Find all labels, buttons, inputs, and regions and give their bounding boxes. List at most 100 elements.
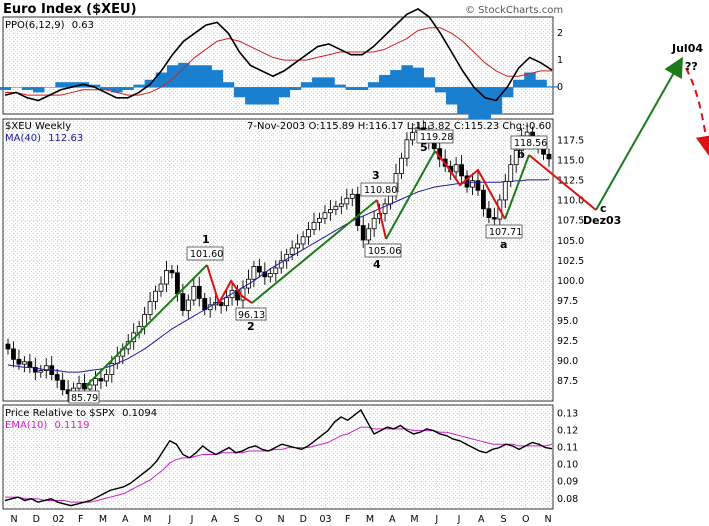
ppo-tick-label: 0 [557, 82, 563, 93]
price-bar-body [328, 209, 333, 214]
price-tick-label: 107.5 [557, 216, 584, 227]
ppo-label: PPO(6,12,9) 0.63 [5, 20, 94, 31]
relative-tick-label: 0.12 [557, 426, 578, 437]
axis-ticks: 2 1 0 117.5 115.0 112.5 110.0 107.5 105.0 102.5 10… [557, 28, 584, 505]
price-symbol-label: $XEU Weekly [5, 121, 71, 132]
month-label: A [389, 514, 396, 525]
price-bar-body [251, 266, 257, 280]
month-label: A [478, 514, 485, 525]
callout-101-60-text: 101.60 [190, 249, 223, 260]
callouts: 101.60 96.13 110.80 105.06 119.28 107.71… [68, 129, 548, 404]
ppo-histogram-bar [278, 87, 291, 98]
price-bar-body [93, 378, 98, 386]
price-tick-label: 102.5 [557, 256, 584, 267]
price-tick-label: 105.0 [557, 236, 584, 247]
ppo-histogram-bar [446, 87, 458, 105]
price-bar-body [481, 189, 486, 210]
callout-119-28: 119.28 [416, 129, 454, 144]
price-bar-body [191, 286, 197, 301]
wave-label-5: 5 [420, 141, 428, 154]
month-label: M [366, 514, 374, 525]
ppo-histogram-bar [423, 77, 436, 88]
callout-96-13-text: 96.13 [238, 310, 265, 321]
price-bar-body [256, 266, 262, 273]
price-bar-body [43, 365, 49, 371]
price-tick-label: 115.0 [557, 156, 584, 167]
price-bar-body [196, 286, 202, 299]
month-label: D [33, 514, 40, 525]
relative-panel [2, 404, 554, 510]
price-bar-body [349, 193, 355, 199]
month-label: D [300, 514, 307, 525]
ppo-histogram-bar [122, 87, 134, 90]
callout-118-56-text: 118.56 [514, 138, 547, 149]
price-bar-body [399, 157, 404, 174]
ppo-tick-label: 2 [557, 28, 563, 39]
price-bar-body [404, 139, 410, 159]
callout-107-71-text: 107.71 [489, 227, 522, 238]
ppo-histogram-bar [32, 87, 45, 93]
month-label: J [167, 514, 171, 525]
price-bar-body [169, 270, 175, 274]
ppo-histogram-bar [401, 65, 413, 88]
price-bar-body [76, 382, 82, 389]
wave-label-c: c [600, 202, 607, 215]
wave-label-dez03: Dez03 [583, 214, 621, 227]
ppo-histogram-bar [434, 87, 447, 93]
relative-tick-label: 0.10 [557, 460, 578, 471]
correction-wave-b [504, 154, 530, 220]
ppo-histogram-bar [189, 65, 201, 88]
price-tick-label: 87.5 [557, 376, 578, 387]
month-label: F [345, 514, 350, 525]
ppo-histogram-bar [222, 82, 235, 88]
callout-85-79-text: 85.79 [71, 393, 98, 404]
price-bar-body [338, 203, 344, 207]
month-label: A [122, 514, 129, 525]
price-bar-body [27, 361, 33, 368]
price-bar-body [491, 217, 497, 220]
price-tick-label: 117.5 [557, 136, 584, 147]
price-bar-body [103, 374, 109, 382]
ppo-histogram-bar [535, 79, 547, 88]
month-label: O [255, 514, 262, 525]
ppo-histogram-bar [390, 70, 402, 88]
correction-wave-a [434, 150, 506, 220]
callout-107-71: 107.71 [485, 224, 523, 239]
callout-101-60: 101.60 [186, 246, 224, 261]
price-panel [2, 118, 554, 402]
wave-label-3: 3 [372, 169, 380, 182]
price-bar-body [486, 208, 492, 218]
ppo-histogram-bar [367, 82, 380, 88]
month-label: 02 [52, 514, 64, 525]
watermark: © StockCharts.com [465, 5, 563, 16]
ema-line [5, 426, 553, 503]
forecast-arrow-up [595, 56, 683, 211]
impulse-wave-1 [85, 264, 208, 387]
price-bar-body [311, 221, 317, 230]
price-bar-body [333, 205, 339, 210]
price-bar-body [278, 260, 284, 269]
wave-label-2: 2 [247, 320, 255, 333]
callout-118-56: 118.56 [510, 135, 548, 150]
chart-title: Euro Index ($XEU) [3, 2, 137, 17]
month-label: N [10, 514, 17, 525]
price-bar-body [185, 299, 191, 311]
price-bar-body [409, 132, 415, 141]
wave-label-1: 1 [202, 233, 210, 246]
price-bar-body [295, 243, 301, 249]
wave-label-question: ?? [685, 60, 698, 73]
price-bar-body [54, 374, 60, 381]
price-bar-body [371, 217, 377, 230]
ma-name: MA(40) [5, 133, 41, 144]
price-bar-body [300, 236, 306, 245]
month-label: N [544, 514, 551, 525]
price-bar-body [322, 212, 328, 219]
ppo-histogram-bar [178, 62, 190, 88]
relative-tick-label: 0.08 [557, 494, 578, 505]
wave-label-a: a [500, 238, 507, 251]
month-label: F [78, 514, 83, 525]
price-bar-body [475, 180, 481, 191]
wave-label-4: 4 [373, 258, 381, 271]
callout-85-79: 85.79 [68, 390, 100, 404]
ppo-value: 0.63 [72, 20, 94, 31]
